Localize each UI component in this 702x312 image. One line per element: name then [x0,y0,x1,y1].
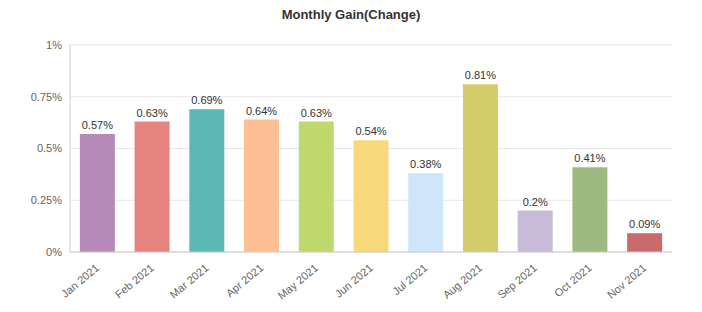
svg-text:Mar 2021: Mar 2021 [167,261,210,300]
svg-text:1%: 1% [46,39,62,51]
svg-text:0.63%: 0.63% [136,107,167,119]
svg-text:0.75%: 0.75% [31,91,62,103]
svg-text:Nov 2021: Nov 2021 [605,261,649,300]
svg-text:0%: 0% [46,246,62,258]
svg-text:0.5%: 0.5% [37,142,62,154]
svg-text:Feb 2021: Feb 2021 [113,261,156,300]
svg-text:0.57%: 0.57% [82,119,113,131]
svg-text:0.63%: 0.63% [301,107,332,119]
svg-text:0.09%: 0.09% [629,218,660,230]
svg-text:May 2021: May 2021 [275,261,320,301]
svg-text:0.69%: 0.69% [191,94,222,106]
svg-text:0.25%: 0.25% [31,194,62,206]
svg-text:Jun 2021: Jun 2021 [332,261,374,299]
svg-text:Sep 2021: Sep 2021 [495,261,539,300]
svg-text:0.38%: 0.38% [410,158,441,170]
svg-text:Jul 2021: Jul 2021 [390,261,430,297]
svg-text:Apr 2021: Apr 2021 [223,261,265,299]
html-text:Monthly Gain(Change): Monthly Gain(Change) [281,7,421,22]
svg-text:0.54%: 0.54% [355,125,386,137]
svg-text:0.64%: 0.64% [246,105,277,117]
svg-text:0.81%: 0.81% [465,69,496,81]
svg-text:Jan 2021: Jan 2021 [59,261,101,299]
svg-text:0.2%: 0.2% [523,196,548,208]
svg-text:Aug 2021: Aug 2021 [441,261,485,300]
svg-text:Oct 2021: Oct 2021 [552,261,594,299]
svg-text:0.41%: 0.41% [574,152,605,164]
